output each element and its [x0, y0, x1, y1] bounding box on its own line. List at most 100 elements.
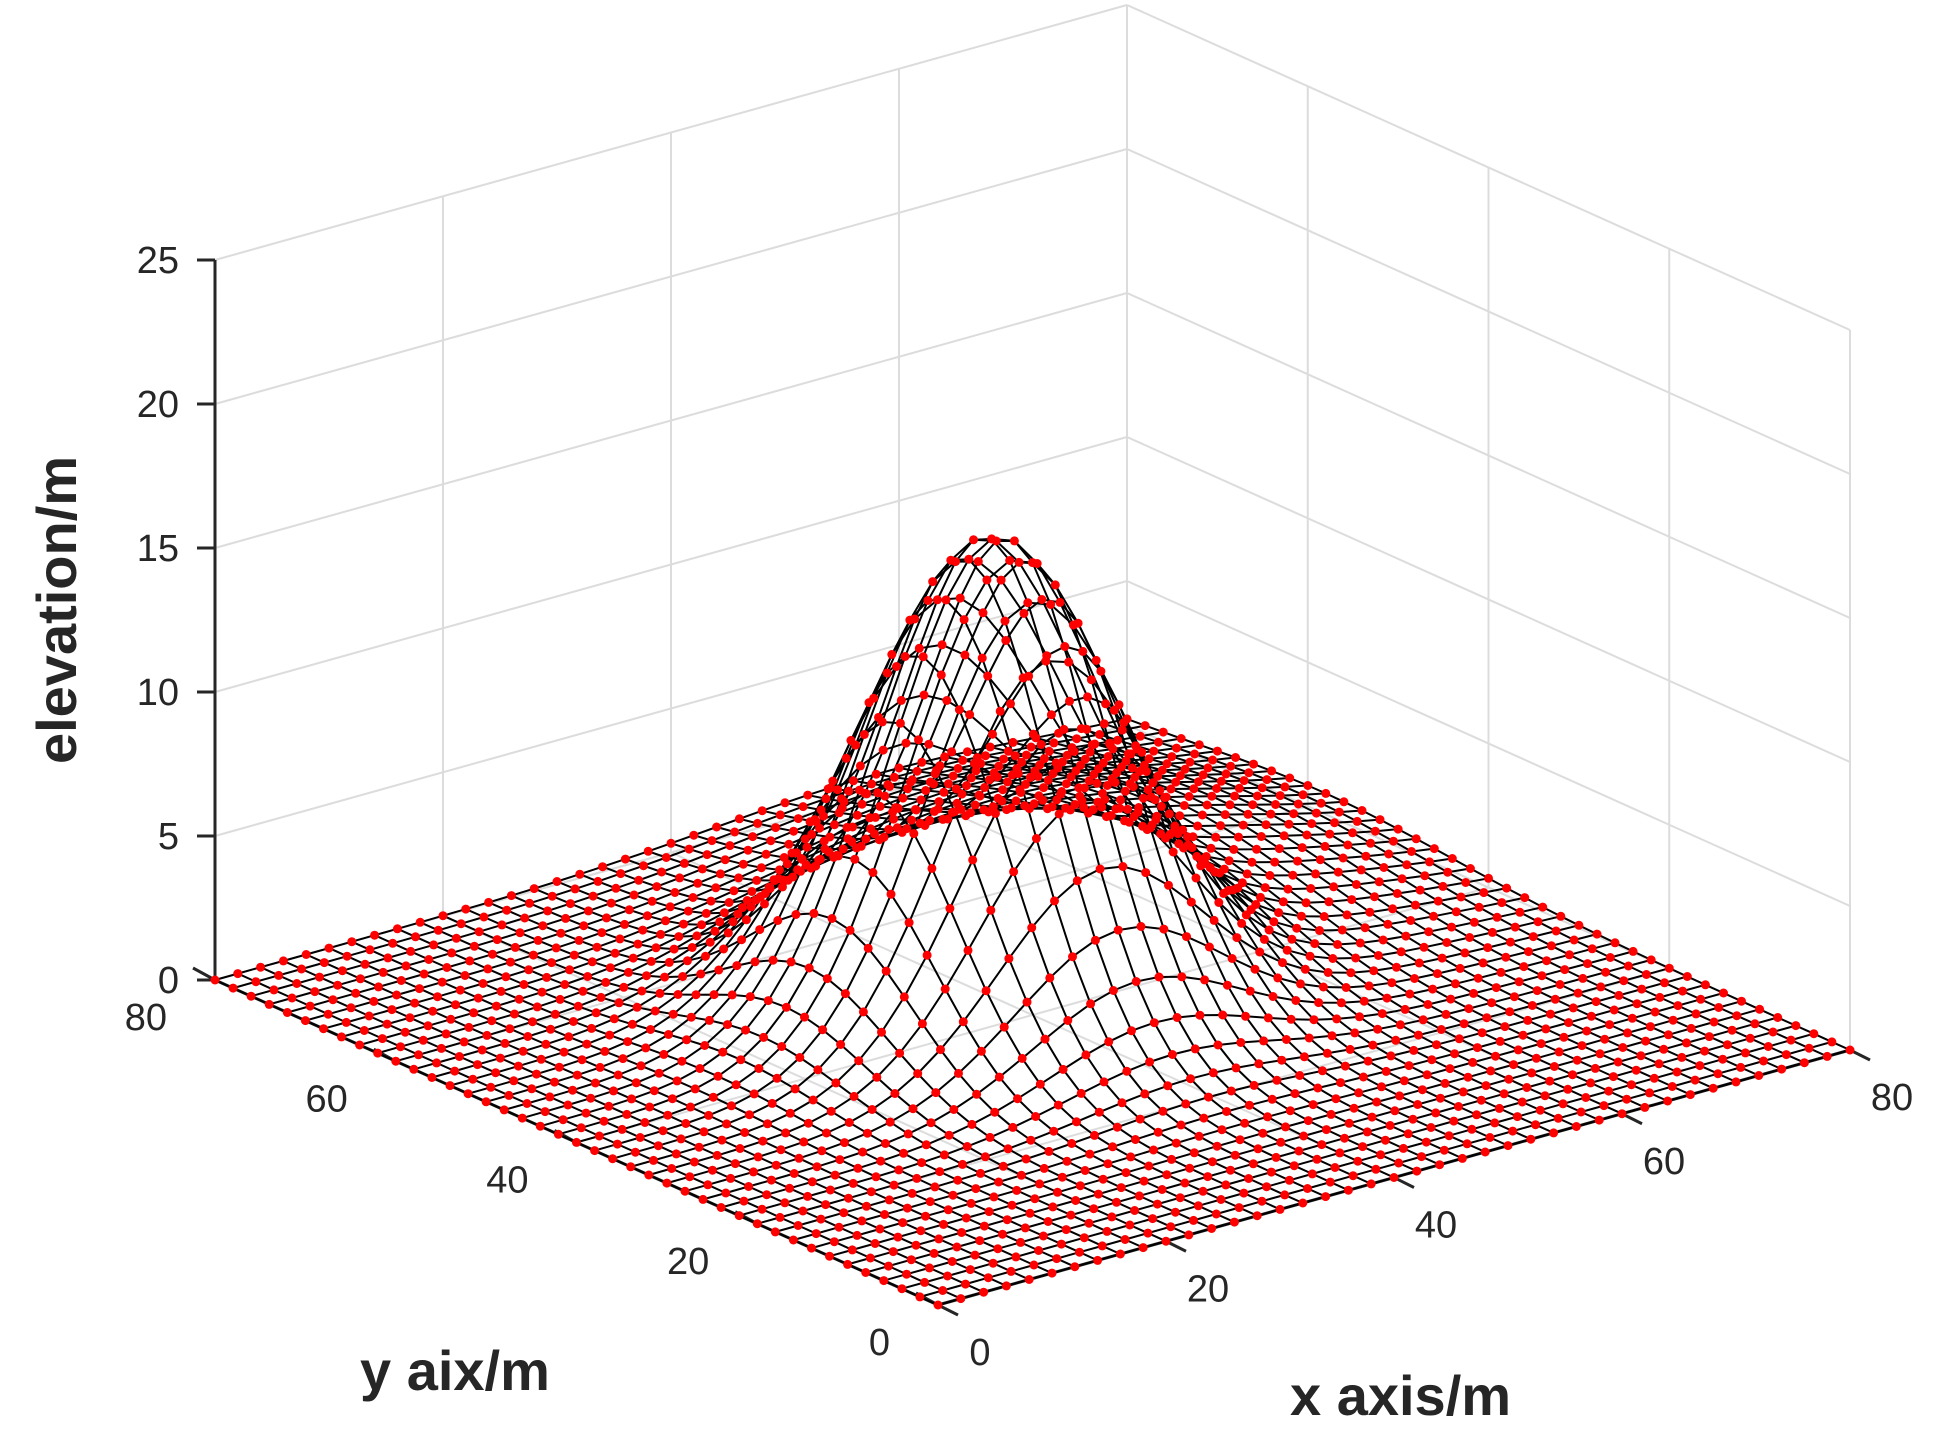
mesh-point: [1732, 1011, 1742, 1021]
mesh-point: [760, 899, 769, 909]
mesh-point: [1121, 1168, 1131, 1178]
mesh-point: [1501, 952, 1511, 962]
mesh-point: [1078, 646, 1088, 656]
mesh-point: [1091, 655, 1101, 665]
mesh-point: [636, 1061, 646, 1071]
mesh-point: [1367, 1112, 1377, 1122]
mesh-point: [892, 662, 901, 671]
mesh-point: [1302, 830, 1312, 840]
mesh-point: [1573, 988, 1583, 998]
mesh-point: [1465, 864, 1475, 873]
mesh-point: [1226, 761, 1236, 771]
mesh-point: [1241, 910, 1251, 920]
mesh-point: [1039, 1163, 1049, 1173]
mesh-point: [1113, 925, 1123, 935]
mesh-point: [1664, 963, 1674, 973]
mesh-point: [1167, 1154, 1176, 1164]
mesh-point: [1438, 881, 1448, 891]
mesh-point: [1065, 696, 1074, 706]
mesh-point: [816, 1214, 826, 1224]
mesh-point: [1845, 1045, 1855, 1055]
mesh-point: [921, 1140, 931, 1150]
mesh-point: [1011, 796, 1021, 806]
mesh-point: [745, 992, 755, 1002]
z-tick-label: 10: [137, 672, 179, 714]
mesh-point: [1359, 996, 1369, 1006]
mesh-point: [1280, 1190, 1290, 1200]
mesh-point: [1284, 1175, 1294, 1185]
x-tick-label: 20: [1187, 1268, 1229, 1310]
mesh-point: [1038, 1231, 1048, 1241]
mesh-point: [880, 1139, 890, 1148]
mesh-point: [424, 955, 434, 964]
mesh-point: [1158, 1106, 1168, 1116]
x-tick-label: 40: [1415, 1205, 1457, 1247]
mesh-point: [1267, 1094, 1277, 1104]
mesh-point: [754, 1064, 764, 1073]
mesh-point: [523, 1032, 533, 1041]
mesh-point: [743, 845, 753, 855]
mesh-point: [726, 1101, 736, 1111]
mesh-point: [961, 811, 971, 821]
mesh-point: [1172, 743, 1181, 753]
mesh-point: [474, 927, 484, 937]
mesh-point: [1690, 1075, 1700, 1085]
mesh-point: [899, 992, 909, 1002]
grid-line: [1126, 292, 1851, 619]
mesh-point: [657, 867, 667, 877]
mesh-point: [463, 1089, 473, 1099]
mesh-point: [337, 966, 347, 976]
mesh-point: [840, 1138, 849, 1148]
mesh-point: [278, 956, 288, 966]
mesh-point: [297, 964, 306, 974]
mesh-point: [1457, 1153, 1467, 1163]
mesh-point: [615, 934, 625, 944]
mesh-point: [1109, 705, 1119, 715]
mesh-point: [1026, 742, 1036, 752]
mesh-point: [1700, 1046, 1710, 1056]
mesh-point: [1198, 770, 1208, 780]
mesh-point: [772, 1073, 782, 1083]
mesh-point: [813, 1065, 823, 1075]
mesh-point: [1224, 856, 1234, 866]
mesh-point: [767, 1098, 777, 1108]
mesh-point: [752, 875, 762, 885]
mesh-point: [572, 1137, 581, 1147]
mesh-point: [1305, 951, 1315, 961]
mesh-point: [789, 1169, 799, 1178]
mesh-point: [1117, 725, 1127, 735]
mesh-point: [954, 1068, 963, 1078]
mesh-point: [741, 915, 751, 925]
mesh-point: [888, 1247, 898, 1257]
mesh-point: [943, 1205, 953, 1215]
mesh-point: [739, 1196, 749, 1206]
mesh-point: [360, 959, 370, 969]
mesh-point: [518, 1046, 528, 1056]
mesh-point: [564, 1032, 574, 1042]
mesh-point: [1092, 778, 1102, 788]
mesh-point: [1157, 1185, 1167, 1194]
mesh-point: [889, 814, 898, 824]
mesh-point: [1031, 834, 1041, 843]
mesh-point: [1773, 1013, 1783, 1022]
mesh-point: [414, 984, 424, 994]
mesh-point: [1383, 919, 1393, 929]
mesh-point: [1343, 1185, 1353, 1195]
mesh-point: [1130, 1135, 1140, 1144]
mesh-point: [1185, 1163, 1195, 1173]
mesh-point: [1472, 1043, 1482, 1053]
mesh-point: [901, 738, 911, 748]
mesh-point: [1284, 819, 1294, 829]
mesh-point: [824, 847, 834, 857]
mesh-point: [1071, 1196, 1081, 1205]
mesh-point: [826, 1106, 836, 1116]
mesh-point: [716, 869, 725, 879]
mesh-point: [704, 1110, 714, 1120]
mesh-point: [1322, 1048, 1332, 1058]
mesh-point: [1059, 724, 1069, 734]
mesh-point: [800, 1012, 809, 1022]
mesh-point: [950, 807, 960, 817]
z-tick-label: 0: [158, 960, 179, 1002]
mesh-point: [811, 1229, 821, 1239]
mesh-point: [682, 956, 692, 966]
